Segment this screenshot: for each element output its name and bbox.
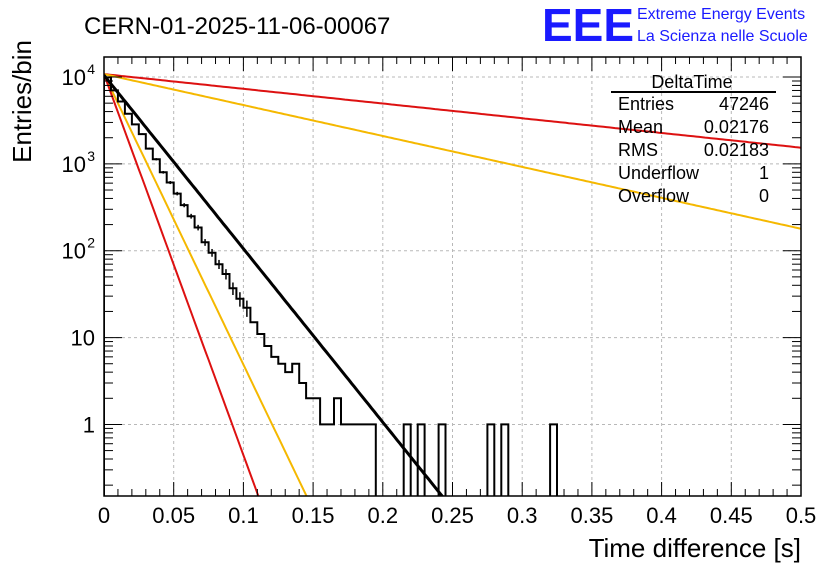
y-tick-label: 1 [83, 412, 95, 437]
grid-lines [104, 57, 801, 496]
stats-value: 0.02176 [704, 117, 769, 137]
histogram-outline [104, 76, 558, 496]
stats-value: 1 [759, 163, 769, 183]
y-tick-base: 10 [62, 152, 86, 177]
stats-row-entries: Entries 47246 [618, 94, 769, 114]
stats-label: Underflow [618, 163, 700, 183]
y-tick-label: 10 [62, 65, 86, 90]
logo-mark: EEE [542, 0, 634, 51]
stats-label: Overflow [618, 186, 690, 206]
stats-label: Mean [618, 117, 663, 137]
stats-name: DeltaTime [651, 72, 732, 92]
red-reference-curve [104, 73, 260, 496]
x-tick-label: 0.25 [431, 503, 474, 528]
x-tick-label: 0.05 [152, 503, 195, 528]
stats-row-rms: RMS 0.02183 [618, 140, 769, 160]
stats-row-underflow: Underflow 1 [618, 163, 769, 183]
y-tick-base: 1 [83, 412, 95, 437]
y-axis-title: Entries/bin [7, 40, 37, 163]
y-tick-base: 10 [62, 239, 86, 264]
x-tick-label: 0.4 [646, 503, 677, 528]
x-tick-label: 0.35 [570, 503, 613, 528]
y-tick-exponent: 4 [87, 61, 95, 77]
exponential-fit-line [104, 74, 445, 496]
logo-line1: Extreme Energy Events [637, 6, 805, 23]
stats-value: 0.02183 [704, 140, 769, 160]
y-tick-exponent: 2 [87, 235, 95, 251]
reference-curves [104, 73, 801, 496]
y-tick-base: 10 [62, 65, 86, 90]
y-tick-label: 10 [71, 326, 95, 351]
y-tick-label: 10 [62, 152, 86, 177]
x-tick-label: 0.3 [507, 503, 538, 528]
x-axis-title: Time difference [s] [589, 533, 801, 563]
y-tick-base: 10 [71, 326, 95, 351]
x-tick-label: 0.1 [228, 503, 259, 528]
y-tick-exponent: 3 [87, 148, 95, 164]
logo-line2: La Scienza nelle Scuole [637, 28, 808, 45]
run-title: CERN-01-2025-11-06-00067 [84, 13, 390, 40]
y-tick-label: 10 [62, 239, 86, 264]
orange-reference-curve [104, 73, 308, 496]
x-tick-label: 0.2 [368, 503, 399, 528]
orange-reference-curve [104, 73, 801, 230]
red-reference-curve [104, 73, 801, 149]
x-tick-label: 0.45 [710, 503, 753, 528]
axes: 0 0.05 0.1 0.15 0.2 0.25 0.3 0.35 0.4 0.45 0.51101… [62, 56, 817, 528]
stats-box: DeltaTime Entries 47246 Mean 0.02176 RMS… [611, 72, 776, 206]
stats-value: 47246 [719, 94, 769, 114]
stats-row-mean: Mean 0.02176 [618, 117, 769, 137]
fit-curve [104, 74, 445, 496]
histogram [104, 76, 558, 496]
eee-logo: EEE Extreme Energy Events La Scienza nel… [542, 0, 808, 51]
x-tick-label: 0.15 [292, 503, 335, 528]
stats-label: Entries [618, 94, 674, 114]
x-tick-label: 0.5 [786, 503, 817, 528]
x-tick-label: 0 [98, 503, 110, 528]
stats-row-overflow: Overflow 0 [618, 186, 769, 206]
stats-label: RMS [618, 140, 658, 160]
stats-value: 0 [759, 186, 769, 206]
